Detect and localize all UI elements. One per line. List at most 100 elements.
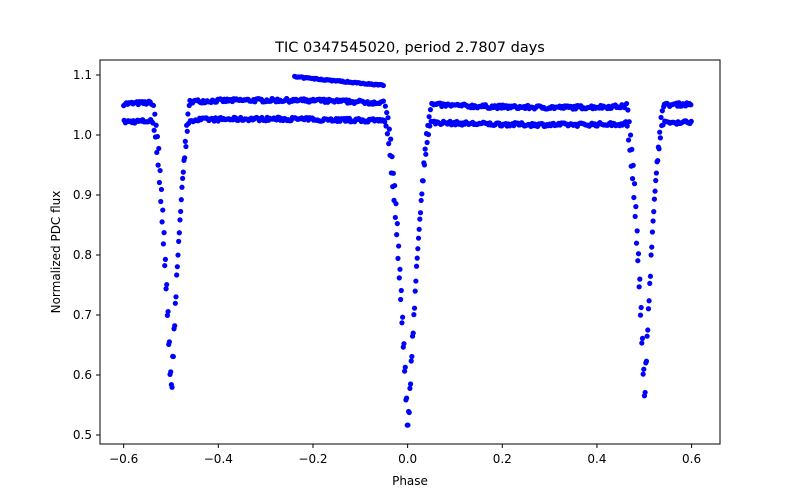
data-point (645, 327, 651, 333)
data-point (164, 281, 170, 288)
data-point (650, 218, 656, 224)
data-point (386, 141, 392, 147)
data-point (649, 229, 656, 235)
data-point (632, 213, 638, 220)
data-point (182, 138, 188, 144)
data-point (158, 198, 164, 205)
data-point (396, 243, 402, 249)
data-point (396, 275, 402, 281)
data-point (161, 230, 167, 236)
data-point (154, 133, 161, 140)
data-point (426, 114, 432, 120)
x-tick-label: 0.2 (493, 452, 512, 466)
data-point (655, 157, 661, 164)
data-point (173, 294, 179, 300)
data-point (642, 389, 648, 396)
data-point (633, 240, 640, 246)
data-point (160, 207, 166, 213)
data-point (653, 177, 659, 184)
data-point (408, 358, 414, 364)
data-point (415, 235, 422, 241)
data-point (422, 146, 428, 152)
data-point (647, 280, 653, 287)
chart-title: TIC 0347545020, period 2.7807 days (274, 40, 545, 56)
data-point (399, 320, 405, 326)
x-tick-label: 0.4 (587, 452, 606, 466)
data-point (629, 146, 635, 153)
data-point (155, 162, 161, 168)
data-point (382, 103, 388, 109)
data-point (405, 422, 411, 428)
data-point (403, 395, 410, 401)
x-tick-label: 0.6 (682, 452, 701, 466)
data-point (401, 341, 407, 347)
plot-frame (99, 59, 721, 445)
data-point (154, 149, 160, 156)
data-point (151, 127, 157, 133)
data-point (652, 188, 658, 194)
data-point (166, 339, 172, 345)
data-point (406, 409, 412, 416)
data-point (425, 131, 432, 138)
data-point (394, 220, 400, 227)
data-point (634, 228, 640, 234)
data-point (656, 146, 662, 152)
data-point (402, 364, 408, 370)
data-point (150, 102, 157, 109)
data-point (380, 82, 386, 89)
data-point (417, 216, 423, 222)
data-point (636, 284, 642, 290)
data-point (178, 197, 184, 203)
data-point (172, 323, 178, 329)
data-point (641, 366, 647, 372)
x-axis-label: Phase (392, 474, 428, 488)
y-tick-label: 0.9 (73, 188, 92, 202)
data-point (413, 263, 420, 269)
y-axis: 0.5 0.6 0.7 0.8 0.9 1.0 1.1 (73, 68, 100, 442)
data-point (627, 132, 634, 138)
data-point (637, 312, 644, 318)
data-point (629, 176, 636, 182)
data-point (178, 208, 184, 215)
data-point (174, 264, 180, 270)
data-point (631, 181, 638, 187)
data-point (392, 214, 398, 221)
data-point (156, 145, 162, 152)
data-point (176, 238, 182, 244)
data-point (384, 109, 390, 116)
data-point (400, 314, 406, 320)
data-point (385, 115, 391, 121)
data-point (172, 300, 178, 306)
data-point (392, 182, 398, 189)
data-point (645, 306, 652, 312)
data-point (639, 335, 646, 341)
data-point (394, 232, 400, 238)
data-point (180, 169, 186, 175)
data-point (658, 114, 664, 121)
data-point (411, 312, 417, 318)
y-tick-label: 1.1 (73, 68, 92, 82)
data-point (648, 252, 654, 258)
data-point (416, 226, 422, 232)
x-tick-label: 0.0 (398, 452, 417, 466)
data-point (635, 258, 641, 264)
data-point (414, 255, 420, 261)
data-point (657, 129, 663, 135)
data-point (410, 330, 416, 336)
data-point (635, 251, 642, 257)
data-point (162, 262, 168, 269)
y-axis-label: Normalized PDC flux (49, 191, 63, 314)
data-point (398, 287, 404, 294)
data-point (639, 340, 645, 346)
data-point (626, 119, 632, 125)
data-point (623, 100, 630, 107)
data-point (397, 266, 403, 272)
y-tick-label: 0.5 (73, 428, 92, 442)
data-point (174, 272, 180, 278)
data-point (163, 286, 169, 292)
data-point (624, 123, 630, 129)
data-point (418, 197, 424, 204)
data-point (156, 179, 163, 186)
data-point (651, 209, 657, 215)
data-point (427, 107, 434, 113)
